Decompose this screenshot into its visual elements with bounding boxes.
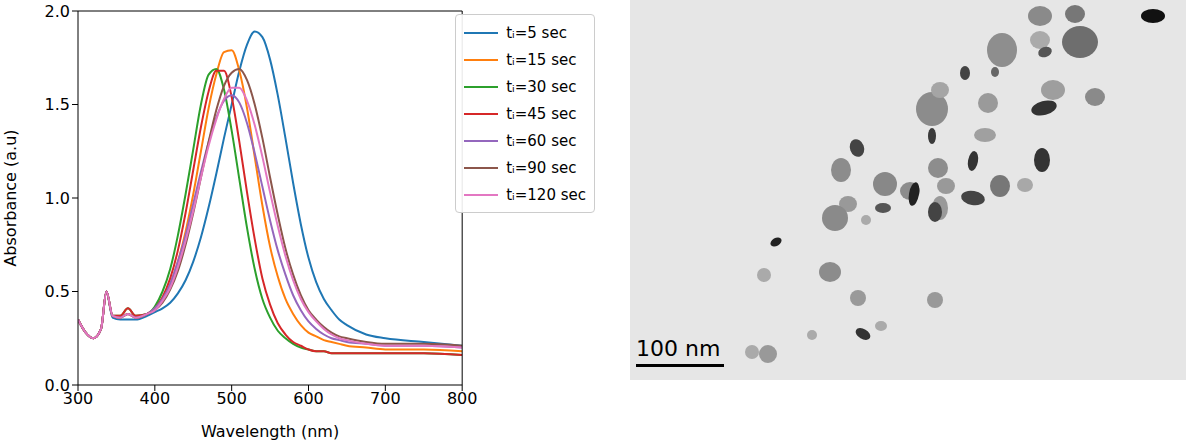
- svg-text:100 nm: 100 nm: [636, 336, 720, 361]
- svg-text:Absorbance (a.u): Absorbance (a.u): [1, 129, 20, 266]
- html-text:tᵢ=5 sec: tᵢ=5 sec: [506, 23, 567, 42]
- svg-text:0.0: 0.0: [45, 376, 70, 395]
- svg-text:700: 700: [370, 389, 401, 408]
- svg-text:Wavelength (nm): Wavelength (nm): [201, 422, 339, 441]
- svg-text:800: 800: [447, 389, 478, 408]
- svg-text:0.5: 0.5: [45, 282, 70, 301]
- svg-text:500: 500: [216, 389, 247, 408]
- html-text:tᵢ=90 sec: tᵢ=90 sec: [506, 158, 577, 177]
- svg-text:1.5: 1.5: [45, 95, 70, 114]
- svg-text:300: 300: [62, 389, 94, 409]
- html-text:tᵢ=60 sec: tᵢ=60 sec: [506, 131, 577, 150]
- html-text:tᵢ=120 sec: tᵢ=120 sec: [506, 185, 586, 204]
- svg-text:600: 600: [293, 389, 324, 408]
- svg-text:2.0: 2.0: [45, 2, 70, 21]
- html-text:tᵢ=15 sec: tᵢ=15 sec: [506, 50, 577, 69]
- html-text:tᵢ=45 sec: tᵢ=45 sec: [506, 104, 577, 123]
- html-text:tᵢ=30 sec: tᵢ=30 sec: [506, 77, 577, 96]
- svg-text:400: 400: [140, 389, 171, 408]
- svg-text:1.0: 1.0: [45, 189, 70, 208]
